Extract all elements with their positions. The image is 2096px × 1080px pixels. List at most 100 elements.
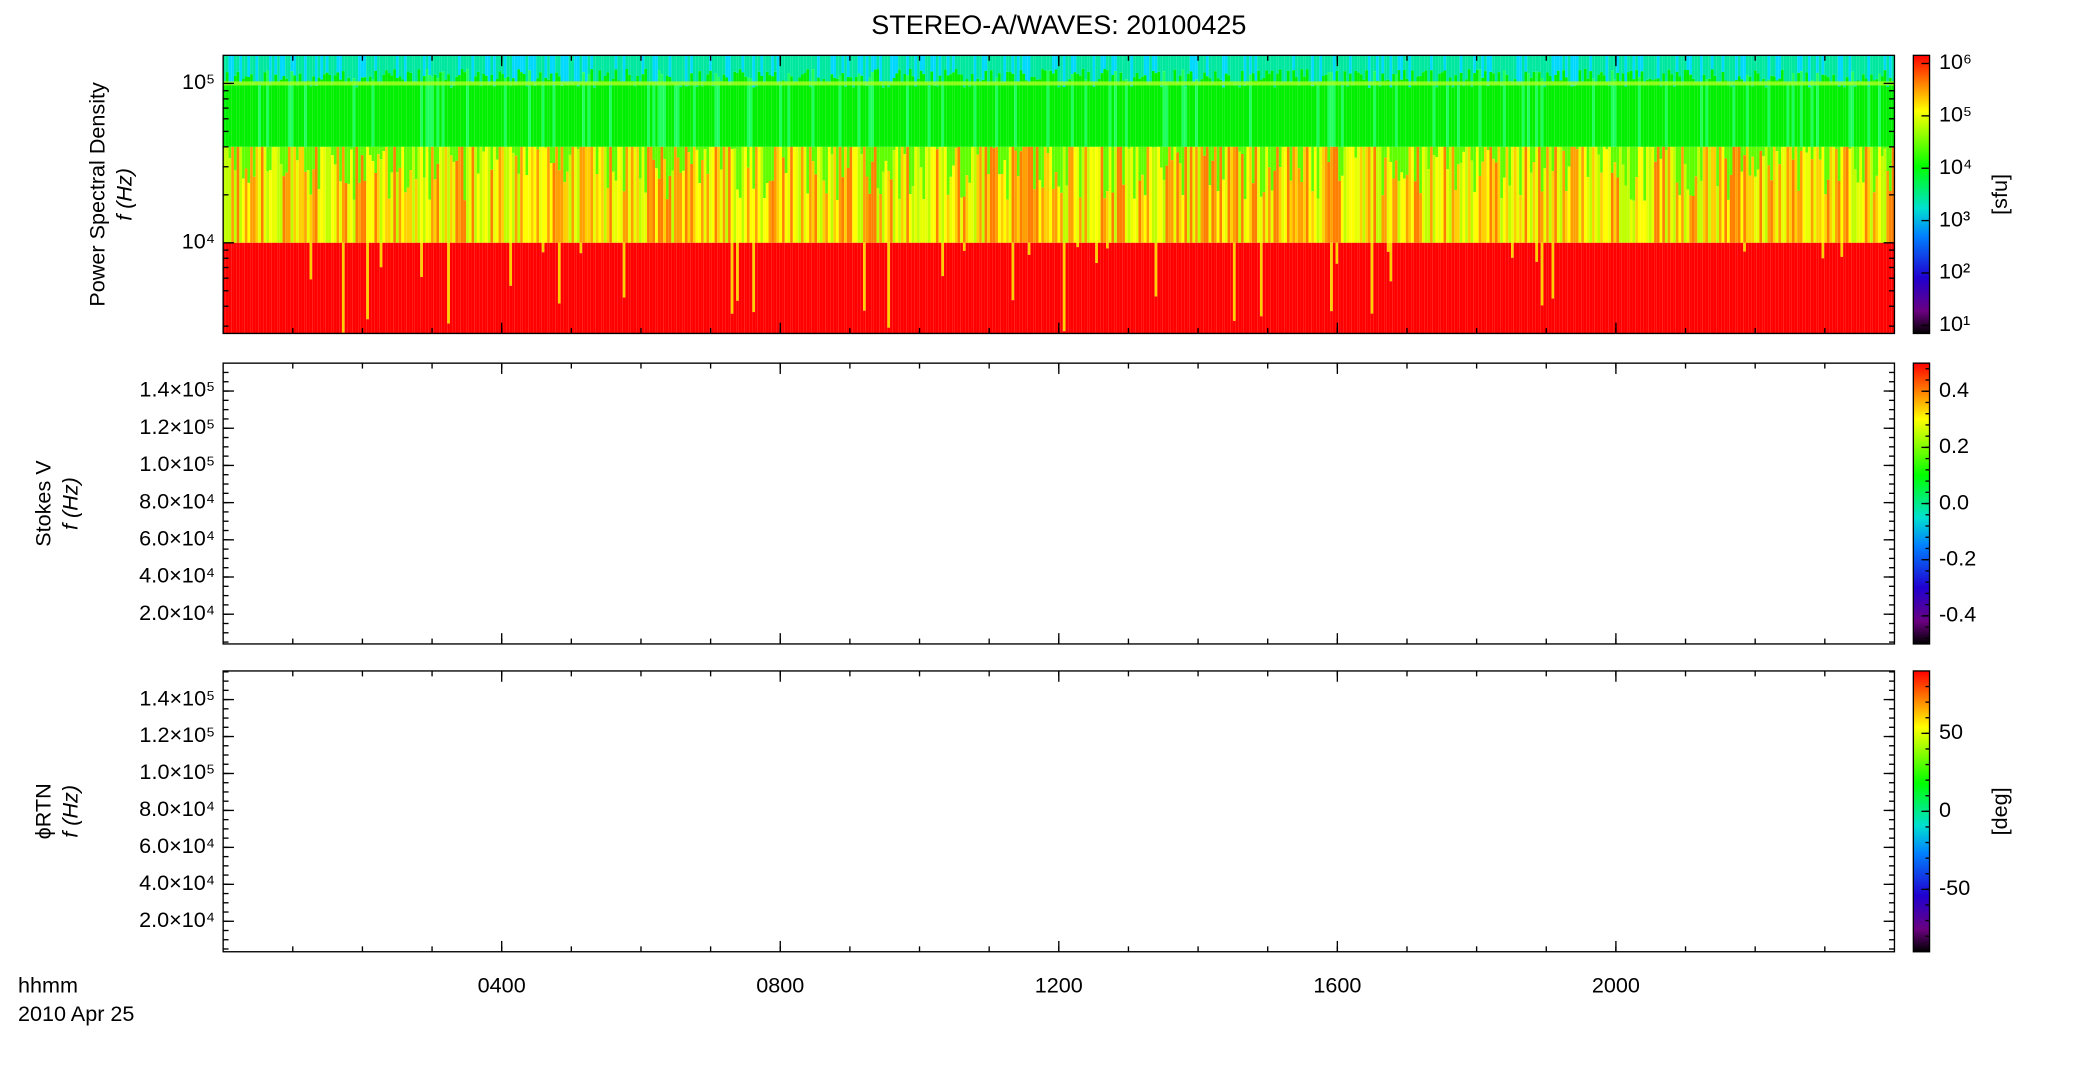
spectrogram-cell	[825, 146, 828, 194]
spectrogram-cell	[1567, 242, 1571, 334]
spectrogram-cell	[1621, 73, 1625, 147]
spectrogram-cell	[1403, 178, 1406, 243]
spectrogram-cell	[1891, 81, 1895, 147]
spectrogram-cell	[1748, 175, 1752, 243]
spectrogram-cell	[873, 55, 877, 70]
spectrogram-cell	[1889, 55, 1892, 78]
spectrogram-cell	[1219, 79, 1223, 147]
spectrogram-cell	[1122, 242, 1125, 334]
spectrogram-cell	[1546, 242, 1549, 334]
spectrogram-cell	[1570, 146, 1574, 243]
spectrogram-cell	[1694, 146, 1698, 177]
spectrogram-cell	[1640, 71, 1644, 147]
spectrogram-cell	[1357, 242, 1360, 334]
spectrogram-cell	[1251, 242, 1255, 334]
spectrogram-cell	[941, 55, 945, 86]
spectrogram-cell	[1691, 196, 1695, 243]
colorbar-label: [deg]	[1987, 787, 2012, 835]
spectrogram-cell	[841, 242, 845, 334]
spectrogram-cell	[1138, 242, 1142, 334]
spectrogram-cell	[890, 146, 893, 180]
spectrogram-cell	[1799, 55, 1803, 72]
spectrogram-cell	[244, 168, 248, 243]
spectrogram-cell	[506, 146, 510, 243]
spectrogram-cell	[1246, 55, 1250, 84]
spectrogram-cell	[890, 242, 893, 334]
spectrogram-cell	[247, 242, 251, 334]
spectrogram-cell	[863, 242, 866, 311]
spectrogram-cell	[1689, 74, 1692, 147]
spectrogram-cell	[622, 146, 626, 192]
spectrogram-cell	[1216, 78, 1220, 147]
spectrogram-cell	[1062, 86, 1066, 147]
spectrogram-cell	[1754, 176, 1757, 243]
spectrogram-cell	[1710, 69, 1714, 147]
spectrogram-cell	[287, 55, 291, 86]
spectrogram-cell	[1743, 55, 1746, 84]
spectrogram-cell	[863, 146, 866, 243]
spectrogram-cell	[925, 242, 928, 334]
spectrogram-cell	[298, 73, 302, 147]
spectrogram-cell	[719, 81, 723, 147]
spectrogram-cell	[1300, 69, 1304, 147]
spectrogram-cell	[439, 55, 442, 73]
spectrogram-cell	[263, 72, 267, 147]
spectrogram-cell	[1184, 242, 1188, 334]
y-tick-label: 1.4×10⁵	[139, 685, 215, 710]
spectrogram-cell	[1724, 158, 1728, 243]
spectrogram-cell	[395, 242, 399, 334]
spectrogram-cell	[898, 146, 901, 199]
spectrogram-cell	[1200, 79, 1204, 147]
spectrogram-cell	[665, 199, 669, 243]
spectrogram-cell	[811, 146, 815, 162]
spectrogram-cell	[1654, 55, 1657, 80]
spectrogram-cell	[293, 75, 297, 147]
spectrogram-cell	[1538, 146, 1541, 243]
spectrogram-cell	[1141, 76, 1144, 147]
spectrogram-cell	[393, 55, 396, 70]
spectrogram-cell	[1262, 55, 1266, 79]
spectrogram-cell	[1241, 154, 1244, 243]
spectrogram-cell	[1014, 146, 1017, 151]
spectrogram-cell	[1880, 156, 1884, 243]
spectrogram-cell	[622, 55, 626, 82]
spectrogram-cell	[1030, 55, 1034, 77]
spectrogram-cell	[1068, 242, 1071, 334]
spectrogram-cell	[1195, 146, 1198, 243]
spectrogram-cell	[1554, 242, 1557, 334]
spectrogram-cell	[1367, 146, 1371, 243]
spectrogram-cell	[1505, 146, 1509, 243]
spectrogram-cell	[1786, 55, 1790, 85]
spectrogram-cell	[1373, 71, 1377, 147]
spectrogram-cell	[549, 73, 553, 147]
spectrogram-cell	[420, 276, 423, 334]
spectrogram-cell	[1276, 55, 1279, 74]
spectrogram-cell	[1748, 76, 1752, 147]
spectrogram-cell	[917, 146, 920, 243]
spectrogram-cell	[1303, 76, 1306, 147]
spectrogram-cell	[1538, 72, 1541, 147]
spectrogram-cell	[1473, 146, 1476, 193]
spectrogram-cell	[1327, 162, 1331, 243]
spectrogram-cell	[1691, 55, 1695, 79]
spectrogram-cell	[1076, 242, 1080, 248]
spectrogram-cell	[752, 242, 756, 313]
spectrogram-cell	[412, 242, 415, 334]
spectrogram-cell	[487, 146, 491, 243]
spectrogram-cell	[344, 183, 348, 243]
spectrogram-cell	[1781, 69, 1784, 147]
spectrogram-cell	[614, 242, 618, 334]
spectrogram-cell	[1046, 146, 1050, 153]
spectrogram-cell	[614, 69, 618, 147]
spectrogram-cell	[1054, 55, 1058, 70]
spectrogram-cell	[355, 87, 359, 147]
spectrogram-cell	[277, 242, 280, 334]
spectrogram-cell	[466, 242, 469, 334]
spectrogram-cell	[417, 69, 421, 147]
spectrogram-cell	[1678, 55, 1682, 77]
spectrogram-cell	[525, 242, 529, 334]
spectrogram-cell	[633, 86, 637, 147]
spectrogram-cell	[733, 55, 737, 72]
spectrogram-cell	[1535, 55, 1539, 72]
spectrogram-cell	[1340, 55, 1344, 87]
